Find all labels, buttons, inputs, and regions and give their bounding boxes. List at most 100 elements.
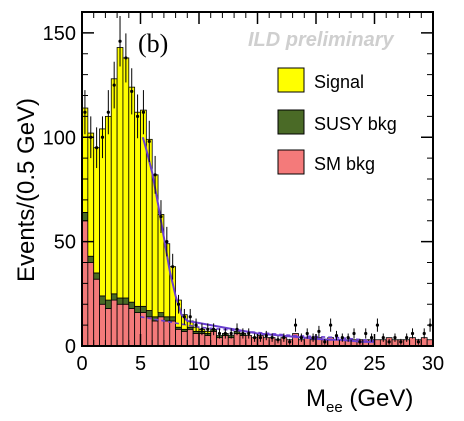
data-point (264, 333, 268, 338)
legend: Signal SUSY bkg SM bkg (277, 67, 397, 175)
bar-sm-bkg (128, 308, 136, 347)
series-signal (81, 47, 212, 334)
data-point (364, 331, 368, 336)
bar-sm-bkg (175, 328, 182, 347)
bar-sm-bkg (204, 335, 212, 347)
bar-susy-bkg (116, 297, 124, 305)
bar-sm-bkg (409, 337, 416, 347)
data-point (410, 331, 415, 336)
data-point (235, 327, 239, 331)
data-point (387, 340, 391, 344)
legend-swatch-susy (277, 109, 305, 135)
data-point (223, 331, 227, 336)
legend-label-sm: SM bkg (314, 154, 375, 174)
data-point (405, 336, 409, 340)
bar-sm-bkg (134, 312, 141, 347)
bar-susy-bkg (140, 305, 147, 313)
x-tick-label: 15 (246, 353, 268, 375)
bkg-fit-curve-line (140, 315, 375, 342)
data-point (381, 336, 385, 340)
bar-sm-bkg (163, 320, 171, 347)
data-point (200, 327, 204, 331)
data-point (130, 89, 134, 93)
data-point (176, 302, 181, 306)
data-point (323, 340, 327, 344)
bar-sm-bkg (116, 303, 124, 347)
data-point (212, 327, 216, 331)
bar-sm-bkg (122, 303, 130, 347)
bar-sm-bkg (105, 308, 112, 347)
x-tick-label: 10 (188, 353, 210, 375)
bar-signal (116, 47, 124, 299)
x-axis-title-main: M (306, 385, 326, 412)
bar-susy-bkg (105, 299, 112, 309)
data-point (171, 265, 175, 269)
axis-ticks: 0 5 10 15 20 25 30 0 50 100 150 (43, 11, 444, 375)
stacked-histogram (81, 47, 434, 347)
data-point (311, 336, 315, 340)
data-point (229, 331, 233, 336)
data-point (118, 39, 122, 43)
data-point (241, 331, 245, 336)
bar-susy-bkg (87, 255, 95, 263)
bar-susy-bkg (128, 301, 136, 309)
data-point (258, 336, 263, 340)
x-tick-label: 20 (305, 353, 327, 375)
data-point (276, 338, 280, 342)
fit-curves (140, 136, 375, 343)
bar-susy-bkg (157, 312, 165, 318)
data-point (334, 333, 339, 338)
bar-sm-bkg (99, 303, 106, 347)
y-tick-label: 100 (43, 127, 76, 149)
data-point (100, 135, 105, 139)
data-point (375, 323, 380, 327)
bar-susy-bkg (93, 272, 100, 280)
legend-swatch-signal (277, 67, 305, 93)
x-axis-title-unit: (GeV) (343, 385, 414, 412)
data-point (206, 327, 210, 331)
bar-sm-bkg (93, 278, 100, 347)
data-point (124, 56, 128, 60)
data-point (112, 83, 116, 87)
x-axis-title: Mee (GeV) (306, 385, 413, 416)
bar-sm-bkg (198, 333, 206, 347)
data-point (369, 336, 374, 340)
bar-sm-bkg (216, 337, 223, 347)
x-tick-label: 5 (135, 353, 146, 375)
x-axis-title-sub: ee (326, 399, 343, 416)
data-point (329, 323, 333, 327)
data-point (141, 110, 146, 114)
bar-sm-bkg (186, 328, 194, 347)
data-point (83, 110, 87, 114)
bar-signal (122, 57, 130, 299)
data-point (135, 114, 140, 118)
data-point (305, 331, 309, 336)
x-tick-label: 30 (422, 353, 444, 375)
bar-sm-bkg (420, 337, 428, 347)
data-point (217, 331, 222, 336)
bar-sm-bkg (227, 337, 235, 347)
legend-label-signal: Signal (314, 72, 364, 92)
data-point (393, 336, 397, 340)
data-point (358, 340, 362, 344)
y-tick-label: 150 (43, 23, 76, 45)
data-point (340, 336, 344, 340)
data-point (147, 139, 151, 144)
data-point (247, 331, 251, 336)
y-tick-label: 0 (65, 336, 76, 358)
data-point (159, 214, 163, 219)
data-point (399, 340, 403, 344)
bar-susy-bkg (134, 305, 141, 313)
bar-sm-bkg (151, 320, 159, 347)
bar-susy-bkg (110, 293, 118, 301)
data-point (188, 315, 192, 319)
data-points (83, 16, 432, 345)
data-point (282, 336, 286, 340)
data-point (165, 240, 169, 244)
bar-signal (134, 111, 141, 307)
bar-susy-bkg (169, 316, 176, 322)
legend-label-susy: SUSY bkg (314, 114, 397, 134)
bar-sm-bkg (233, 333, 241, 347)
data-point (416, 340, 420, 344)
